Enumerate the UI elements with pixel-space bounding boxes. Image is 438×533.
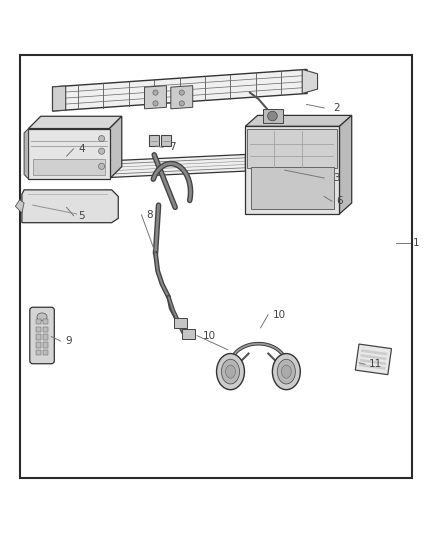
- Text: 11: 11: [369, 359, 382, 369]
- Bar: [245, 126, 339, 214]
- Ellipse shape: [216, 353, 244, 390]
- Bar: [43, 327, 48, 332]
- Ellipse shape: [37, 313, 47, 321]
- Text: 6: 6: [336, 196, 343, 206]
- Bar: [36, 350, 41, 356]
- Ellipse shape: [226, 365, 236, 378]
- Polygon shape: [24, 128, 28, 179]
- Bar: [43, 342, 48, 348]
- Polygon shape: [28, 116, 122, 128]
- Bar: [182, 329, 195, 339]
- Bar: [149, 135, 159, 146]
- Polygon shape: [245, 115, 352, 126]
- Polygon shape: [79, 161, 92, 179]
- Circle shape: [268, 111, 277, 121]
- Polygon shape: [110, 116, 122, 179]
- Text: 10: 10: [272, 310, 286, 320]
- Bar: [20, 55, 412, 478]
- Bar: [43, 350, 48, 356]
- Circle shape: [153, 101, 158, 106]
- Polygon shape: [339, 115, 352, 214]
- Text: 5: 5: [78, 211, 85, 221]
- Bar: [36, 319, 41, 324]
- Text: 1: 1: [413, 238, 419, 248]
- Bar: [43, 319, 48, 324]
- Text: 8: 8: [146, 210, 152, 220]
- Text: 3: 3: [333, 173, 339, 183]
- Polygon shape: [302, 69, 318, 93]
- Ellipse shape: [277, 359, 295, 384]
- Circle shape: [253, 164, 258, 168]
- Ellipse shape: [272, 353, 300, 390]
- Polygon shape: [171, 86, 193, 109]
- FancyBboxPatch shape: [30, 307, 54, 364]
- Polygon shape: [53, 69, 307, 111]
- Circle shape: [99, 148, 105, 154]
- Circle shape: [153, 90, 158, 95]
- Bar: [263, 109, 283, 123]
- Text: 4: 4: [78, 144, 85, 154]
- Bar: [251, 167, 334, 209]
- Bar: [161, 135, 171, 146]
- Polygon shape: [15, 200, 24, 213]
- Bar: [174, 318, 187, 328]
- Polygon shape: [53, 86, 66, 111]
- Bar: [28, 128, 110, 179]
- Ellipse shape: [281, 365, 291, 378]
- Circle shape: [272, 156, 277, 160]
- Circle shape: [253, 157, 258, 161]
- Ellipse shape: [222, 359, 240, 384]
- Circle shape: [99, 135, 105, 142]
- Bar: [359, 364, 385, 370]
- Text: 2: 2: [333, 103, 339, 113]
- Bar: [360, 359, 386, 365]
- Circle shape: [179, 101, 184, 106]
- Bar: [361, 349, 387, 356]
- Bar: [355, 344, 392, 375]
- Bar: [360, 354, 387, 360]
- Bar: [36, 327, 41, 332]
- Bar: [247, 129, 337, 168]
- Polygon shape: [22, 190, 118, 223]
- Polygon shape: [245, 152, 285, 171]
- Circle shape: [272, 163, 277, 167]
- Bar: [33, 159, 105, 174]
- Polygon shape: [79, 152, 285, 179]
- Polygon shape: [145, 86, 166, 109]
- Bar: [43, 334, 48, 340]
- Circle shape: [179, 90, 184, 95]
- Bar: [36, 342, 41, 348]
- Bar: [36, 334, 41, 340]
- Circle shape: [99, 163, 105, 169]
- Text: 9: 9: [66, 336, 72, 346]
- Text: 7: 7: [169, 142, 175, 152]
- Text: 10: 10: [202, 330, 215, 341]
